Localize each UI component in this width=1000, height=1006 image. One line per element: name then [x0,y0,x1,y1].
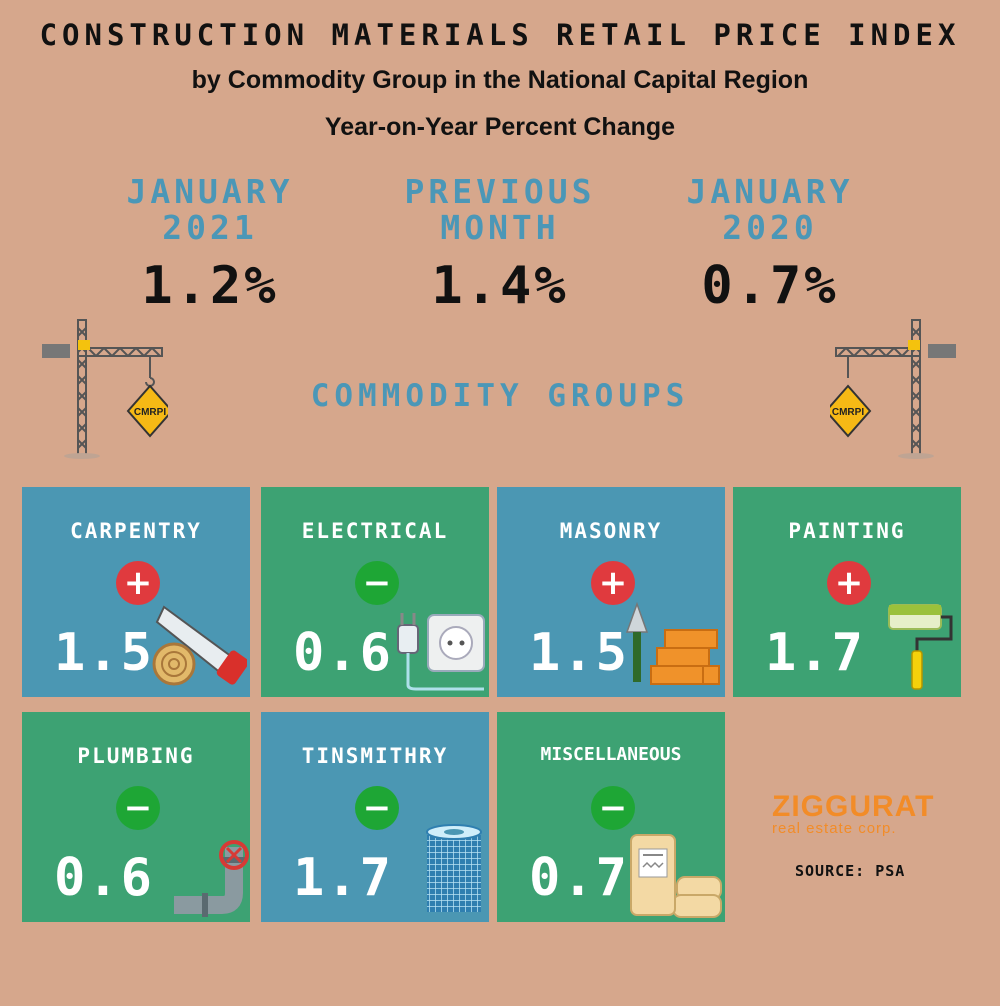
group-name: ELECTRICAL [301,519,449,543]
cement-bags-icon [630,834,722,918]
decrease-icon: − [591,786,635,830]
group-name: PAINTING [788,519,906,543]
group-name: TINSMITHRY [301,744,449,768]
group-value: 0.6 [293,623,393,683]
infographic-title: CONSTRUCTION MATERIALS RETAIL PRICE INDE… [39,18,961,52]
trowel-and-bricks-icon [625,602,720,685]
logo-tagline: real estate corp. [772,820,897,837]
group-value: 1.7 [293,848,393,908]
group-tile-carpentry: CARPENTRY + 1.5 [22,487,250,697]
stat-label-2: MONTH [440,208,560,247]
stat-value: 1.4% [431,256,569,316]
stat-january-2020: JANUARY 2020 0.7% [640,172,900,317]
group-tile-masonry: MASONRY + 1.5 [497,487,725,697]
stat-label: JANUARY [126,172,294,211]
group-tile-miscellaneous: MISCELLANEOUS − 0.7 [497,712,725,922]
group-value: 0.6 [54,848,154,908]
group-tile-tinsmithry: TINSMITHRY − 1.7 [261,712,489,922]
infographic-subtitle: by Commodity Group in the National Capit… [191,66,809,94]
increase-icon: + [591,561,635,605]
group-value: 0.7 [529,848,629,908]
crane-icon: CMRPI [830,319,956,459]
pipe-valve-icon [174,840,249,917]
decrease-icon: − [355,786,399,830]
decrease-icon: − [355,561,399,605]
increase-icon: + [116,561,160,605]
group-value: 1.5 [54,623,154,683]
stat-january-2021: JANUARY 2021 1.2% [80,172,340,317]
group-name: PLUMBING [77,744,195,768]
section-title: COMMODITY GROUPS [310,378,690,414]
group-name: MASONRY [559,519,663,543]
paint-roller-icon [888,604,953,690]
group-name: MISCELLANEOUS [540,744,682,765]
sign-label: CMRPI [134,407,166,418]
stat-previous-month: PREVIOUS MONTH 1.4% [370,172,630,317]
ziggurat-logo: ZIGGURAT real estate corp. [772,790,934,837]
stat-value: 1.2% [141,256,279,316]
group-tile-electrical: ELECTRICAL − 0.6 [261,487,489,697]
group-value: 1.5 [529,623,629,683]
saw-and-log-icon [152,605,247,686]
increase-icon: + [827,561,871,605]
stat-label: PREVIOUS [404,172,596,211]
plug-and-socket-icon [397,613,485,691]
group-tile-painting: PAINTING + 1.7 [733,487,961,697]
decrease-icon: − [116,786,160,830]
group-value: 1.7 [765,623,865,683]
infographic-subtitle-2: Year-on-Year Percent Change [324,113,676,141]
wire-mesh-roll-icon [426,824,482,912]
group-name: CARPENTRY [70,519,202,543]
source-note: SOURCE: PSA [795,862,906,880]
stat-label-2: 2020 [722,208,818,247]
crane-icon: CMRPI [42,319,168,459]
stat-label: JANUARY [686,172,854,211]
logo-name: ZIGGURAT [772,790,935,823]
stat-value: 0.7% [701,256,839,316]
group-tile-plumbing: PLUMBING − 0.6 [22,712,250,922]
sign-label: CMRPI [832,407,864,418]
stat-label-2: 2021 [162,208,258,247]
